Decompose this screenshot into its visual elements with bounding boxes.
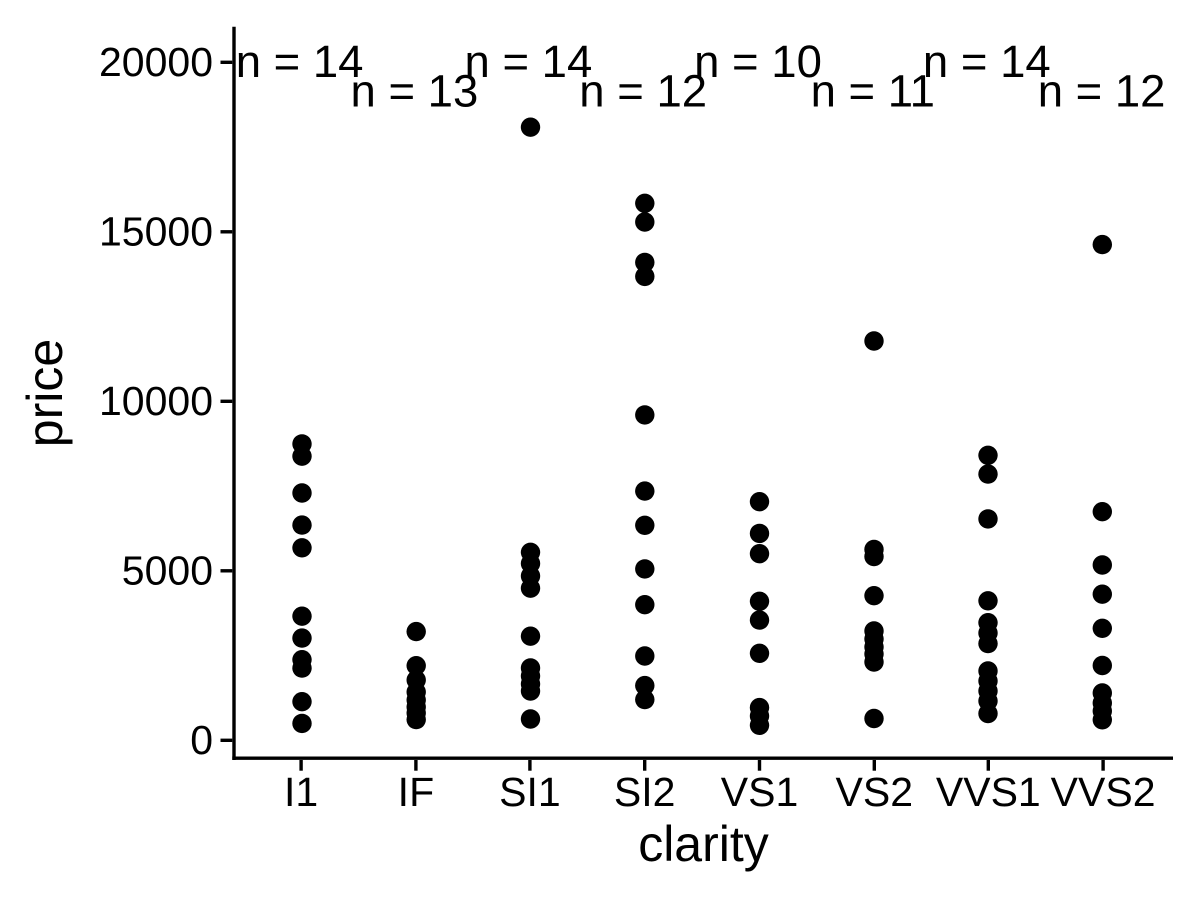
svg-text:VS2: VS2 — [836, 769, 914, 815]
svg-text:n = 14: n = 14 — [465, 36, 593, 87]
svg-text:VVS1: VVS1 — [936, 769, 1041, 815]
svg-text:n = 14: n = 14 — [236, 36, 364, 87]
svg-text:I1: I1 — [284, 769, 318, 815]
svg-text:n = 10: n = 10 — [694, 36, 822, 87]
svg-text:n = 12: n = 12 — [579, 65, 707, 116]
svg-text:clarity: clarity — [638, 816, 769, 872]
svg-text:5000: 5000 — [122, 548, 213, 594]
svg-text:SI1: SI1 — [499, 769, 561, 815]
svg-text:price: price — [17, 339, 73, 447]
svg-text:n = 11: n = 11 — [811, 65, 935, 116]
svg-text:VS1: VS1 — [721, 769, 799, 815]
svg-text:10000: 10000 — [99, 378, 213, 424]
svg-text:SI2: SI2 — [614, 769, 676, 815]
svg-text:n = 13: n = 13 — [351, 65, 479, 116]
svg-text:n = 14: n = 14 — [923, 36, 1051, 87]
svg-text:VVS2: VVS2 — [1051, 769, 1156, 815]
svg-text:20000: 20000 — [99, 39, 213, 85]
svg-text:IF: IF — [398, 769, 434, 815]
svg-text:0: 0 — [190, 717, 213, 763]
svg-text:15000: 15000 — [99, 209, 213, 255]
svg-text:n = 12: n = 12 — [1038, 65, 1166, 116]
